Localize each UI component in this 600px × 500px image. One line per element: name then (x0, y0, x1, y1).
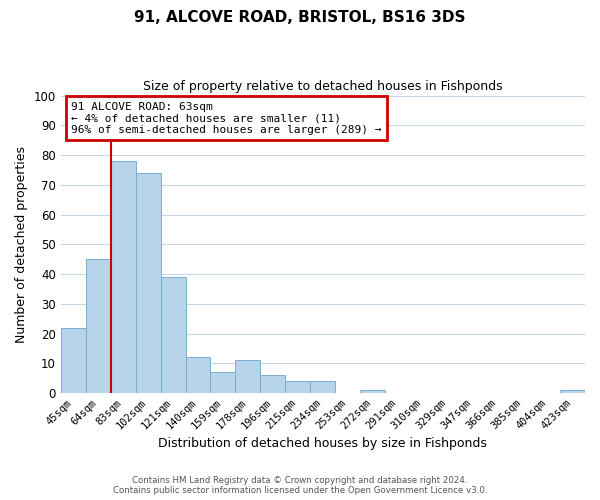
Bar (560, 390, 585, 393)
X-axis label: Distribution of detached houses by size in Fishponds: Distribution of detached houses by size … (158, 437, 487, 450)
Bar (360, 390, 385, 393)
Bar (310, 381, 335, 393)
Bar (260, 375, 286, 393)
Bar (185, 358, 211, 393)
Bar (136, 173, 161, 393)
Bar (61, 328, 86, 393)
Bar (286, 381, 310, 393)
Bar (161, 277, 185, 393)
Bar (110, 161, 136, 393)
Y-axis label: Number of detached properties: Number of detached properties (15, 146, 28, 343)
Title: Size of property relative to detached houses in Fishponds: Size of property relative to detached ho… (143, 80, 503, 93)
Bar (211, 372, 235, 393)
Bar (86, 259, 110, 393)
Bar (235, 360, 260, 393)
Text: 91 ALCOVE ROAD: 63sqm
← 4% of detached houses are smaller (11)
96% of semi-detac: 91 ALCOVE ROAD: 63sqm ← 4% of detached h… (71, 102, 382, 134)
Text: Contains HM Land Registry data © Crown copyright and database right 2024.
Contai: Contains HM Land Registry data © Crown c… (113, 476, 487, 495)
Text: 91, ALCOVE ROAD, BRISTOL, BS16 3DS: 91, ALCOVE ROAD, BRISTOL, BS16 3DS (134, 10, 466, 25)
